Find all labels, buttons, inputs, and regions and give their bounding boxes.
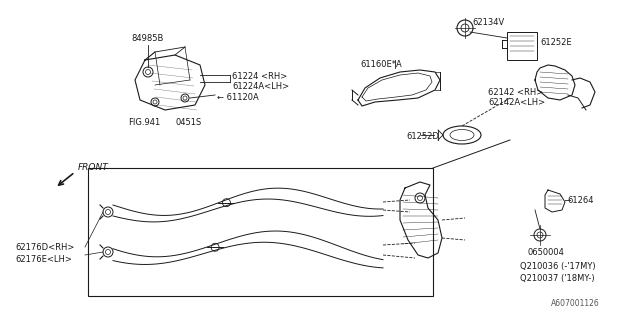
- Text: 62176D<RH>: 62176D<RH>: [15, 243, 74, 252]
- Text: 62176E<LH>: 62176E<LH>: [15, 255, 72, 264]
- Text: Q210037 ('18MY-): Q210037 ('18MY-): [520, 274, 595, 283]
- Text: FIG.941: FIG.941: [128, 118, 160, 127]
- Text: 84985B: 84985B: [132, 34, 164, 43]
- Text: 61252D: 61252D: [406, 132, 439, 141]
- Text: ← 61120A: ← 61120A: [217, 93, 259, 102]
- Text: 0650004: 0650004: [527, 248, 564, 257]
- Bar: [88, 168, 433, 296]
- Text: Q210036 (-'17MY): Q210036 (-'17MY): [520, 262, 596, 271]
- Text: 61224 <RH>: 61224 <RH>: [232, 72, 287, 81]
- Text: A607001126: A607001126: [551, 299, 600, 308]
- Text: 61264: 61264: [567, 196, 593, 205]
- Text: 62142 <RH>: 62142 <RH>: [488, 88, 543, 97]
- Text: 62134V: 62134V: [472, 18, 504, 27]
- Text: 62142A<LH>: 62142A<LH>: [488, 98, 545, 107]
- Bar: [507, 32, 537, 60]
- Text: FRONT: FRONT: [78, 163, 109, 172]
- Text: 0451S: 0451S: [175, 118, 201, 127]
- Text: 61224A<LH>: 61224A<LH>: [232, 82, 289, 91]
- Text: 61252E: 61252E: [540, 38, 572, 47]
- Text: 61160E*A: 61160E*A: [360, 60, 402, 69]
